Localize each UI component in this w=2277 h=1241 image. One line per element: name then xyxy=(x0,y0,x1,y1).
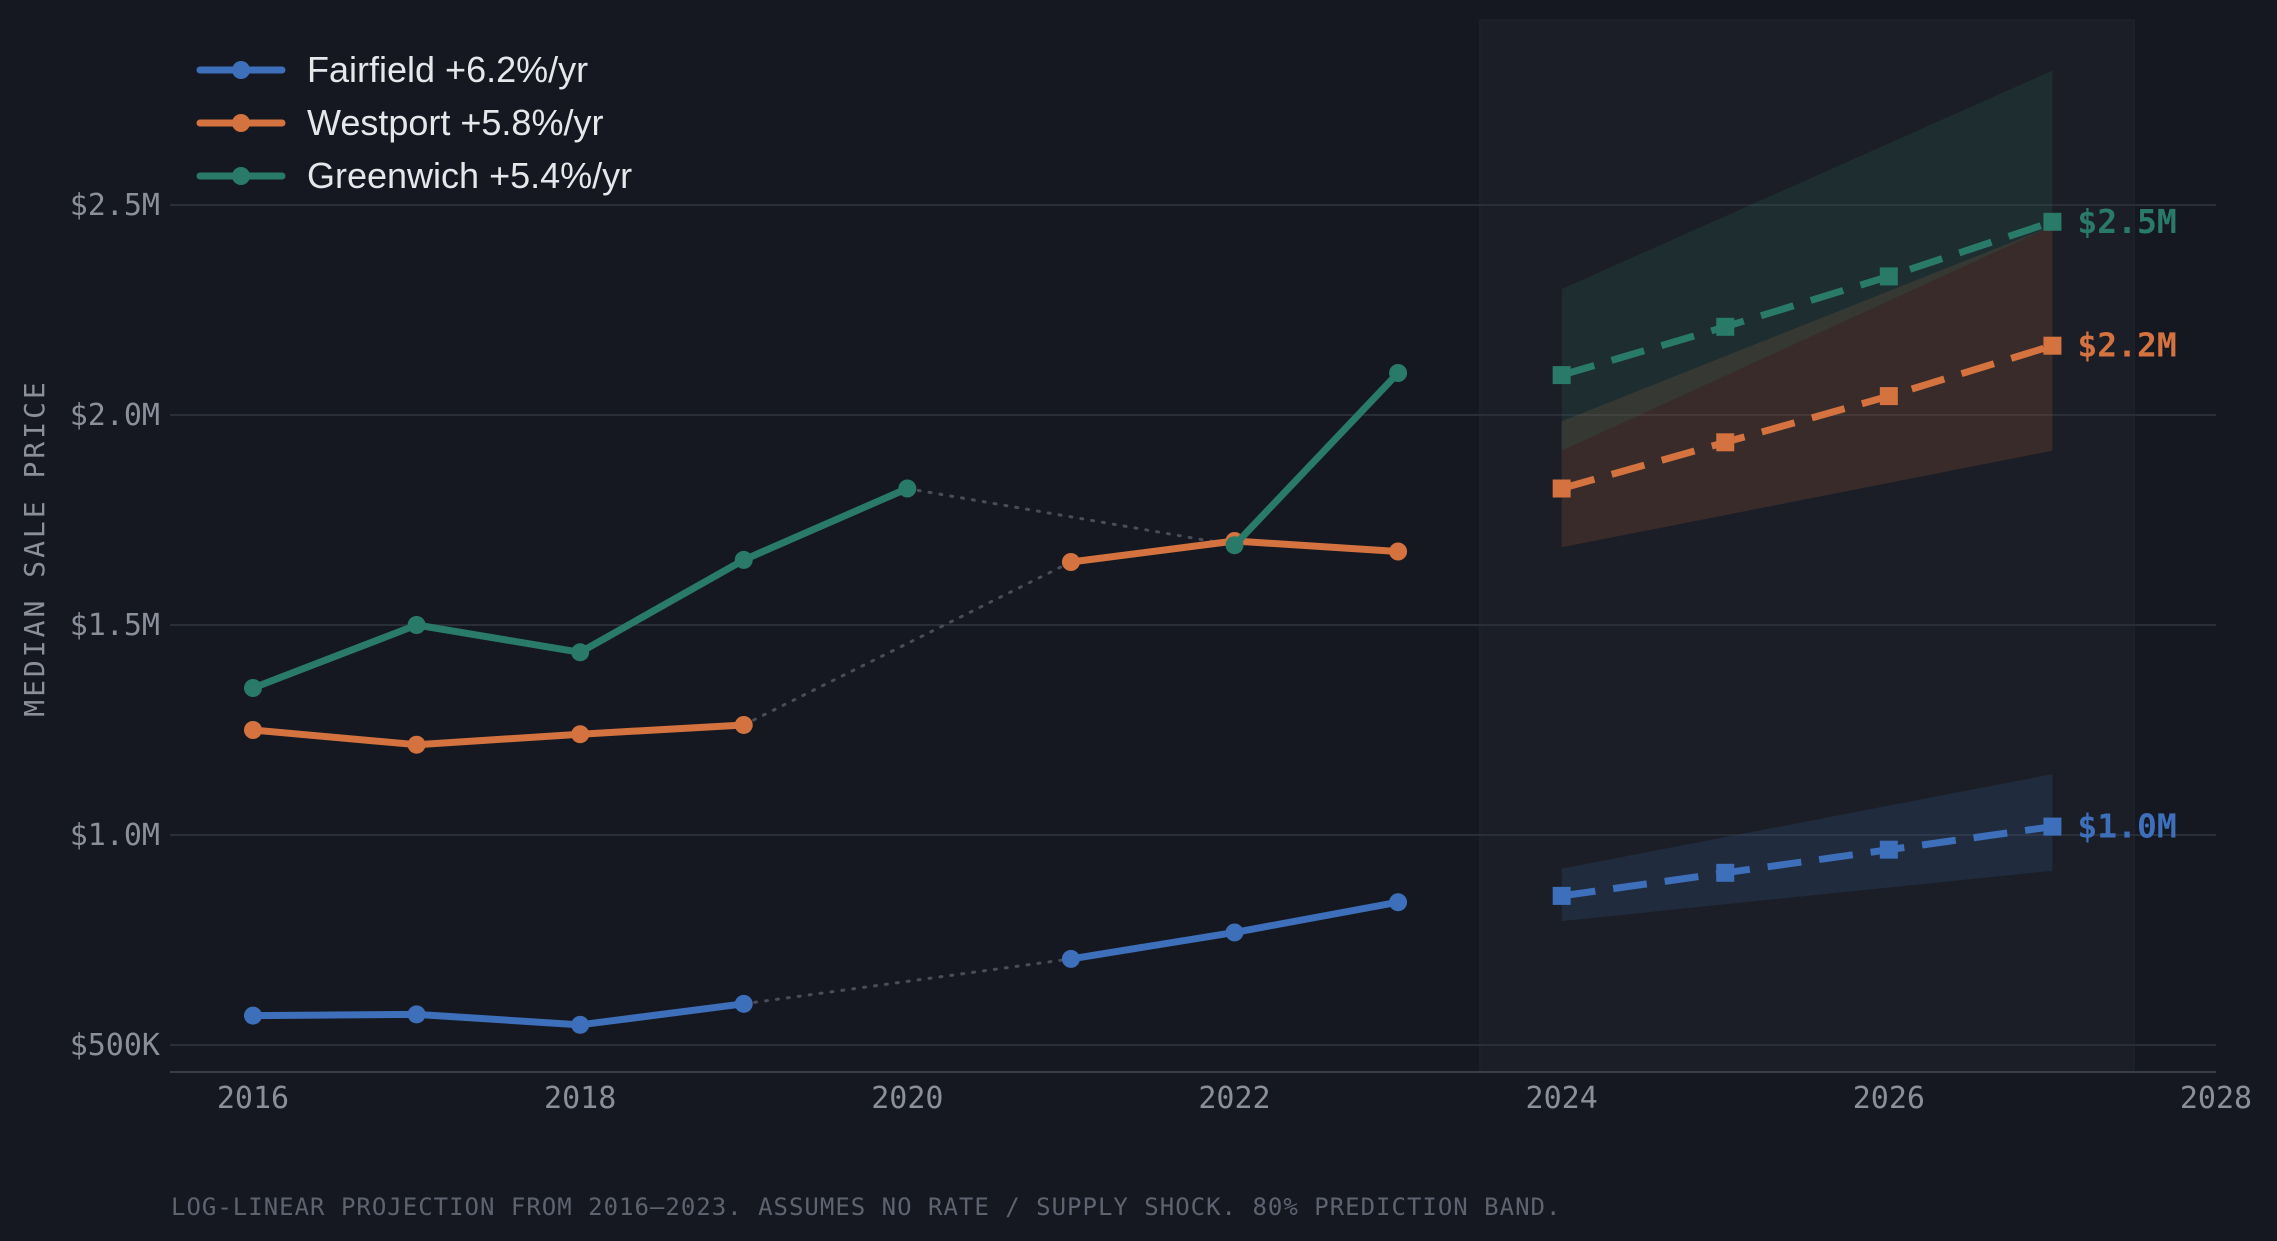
forecast-shade xyxy=(1479,19,2135,1073)
x-tick-label: 2026 xyxy=(1853,1081,1925,1116)
greenwich-historical-line xyxy=(1231,369,1402,549)
prediction-bands xyxy=(1561,70,2053,922)
x-tick-label: 2020 xyxy=(871,1081,943,1116)
westport-data-point xyxy=(1389,542,1408,561)
fairfield-forecast-point xyxy=(1716,863,1735,882)
fairfield-forecast-point xyxy=(1879,840,1898,859)
legend-item-fairfield: Fairfield +6.2%/yr xyxy=(196,49,588,90)
westport-data-point xyxy=(407,735,426,754)
greenwich-data-point xyxy=(244,679,262,697)
y-tick-label: $1.5M xyxy=(70,608,160,643)
fairfield-data-point xyxy=(571,1015,590,1034)
legend-item-westport: Westport +5.8%/yr xyxy=(196,102,603,143)
greenwich-data-point xyxy=(1389,364,1408,382)
greenwich-gap-connector xyxy=(905,487,1236,547)
fairfield-data-point xyxy=(244,1006,262,1025)
legend-label: Fairfield +6.2%/yr xyxy=(307,49,588,90)
legend-swatch-dot xyxy=(232,61,250,79)
westport-data-point xyxy=(734,715,753,734)
gridlines xyxy=(170,204,2216,1046)
legend: Fairfield +6.2%/yr Westport +5.8%/yr Green… xyxy=(196,49,632,196)
fairfield-gap-connector xyxy=(742,957,1073,1006)
westport-forecast-line xyxy=(1560,342,2054,492)
westport-forecast-point xyxy=(1879,387,1898,406)
greenwich-forecast-point xyxy=(1716,317,1735,336)
fairfield-data-point xyxy=(1225,923,1244,942)
y-tick-label: $2.5M xyxy=(70,188,160,223)
legend-label: Greenwich +5.4%/yr xyxy=(307,155,632,196)
greenwich-data-point xyxy=(734,550,753,569)
westport-forecast-point xyxy=(1716,433,1735,452)
westport-data-point xyxy=(244,721,262,739)
legend-label: Westport +5.8%/yr xyxy=(307,102,603,143)
legend-item-greenwich: Greenwich +5.4%/yr xyxy=(196,155,632,196)
legend-swatch-dot xyxy=(232,167,250,185)
westport-data-point xyxy=(571,725,590,744)
footnote: LOG-LINEAR PROJECTION FROM 2016–2023. AS… xyxy=(171,1193,1561,1221)
westport-forecast-point xyxy=(2043,336,2062,355)
westport-prediction-band xyxy=(1561,226,2053,548)
x-tick-label: 2028 xyxy=(2180,1081,2252,1116)
greenwich-forecast-point xyxy=(1879,267,1898,286)
x-tick-label: 2016 xyxy=(217,1081,289,1116)
westport-forecast-point xyxy=(1552,479,1571,498)
legend-swatch-dot xyxy=(232,114,250,132)
westport-data-point xyxy=(1061,553,1080,571)
greenwich-prediction-band xyxy=(1561,70,2053,451)
series-lines xyxy=(244,212,2062,1034)
x-tick-label: 2018 xyxy=(544,1081,616,1116)
greenwich-forecast-point xyxy=(2043,212,2062,231)
gap-connectors xyxy=(742,487,1236,1006)
x-tick-label: 2022 xyxy=(1198,1081,1270,1116)
westport-end-label: $2.2M xyxy=(2077,326,2176,365)
fairfield-historical-line xyxy=(249,1000,748,1029)
y-tick-label: $2.0M xyxy=(70,398,160,433)
fairfield-forecast-point xyxy=(2043,817,2062,836)
end-labels: $1.0M $2.2M $2.5M xyxy=(2077,202,2176,846)
greenwich-forecast-point xyxy=(1552,366,1571,385)
fairfield-data-point xyxy=(734,994,753,1013)
fairfield-prediction-band xyxy=(1561,774,2053,922)
fairfield-data-point xyxy=(1389,893,1408,912)
fairfield-end-label: $1.0M xyxy=(2077,807,2176,846)
forecast-region xyxy=(1479,19,2135,1073)
greenwich-data-point xyxy=(898,479,917,498)
fairfield-forecast-point xyxy=(1552,886,1571,905)
greenwich-data-point xyxy=(407,616,426,634)
axes: $500K $1.0M $1.5M $2.0M $2.5M 2016 2018 2020 202… xyxy=(70,188,2252,1116)
fairfield-data-point xyxy=(1061,949,1080,968)
greenwich-end-label: $2.5M xyxy=(2077,202,2176,241)
fairfield-data-point xyxy=(407,1005,426,1024)
greenwich-data-point xyxy=(571,643,590,662)
greenwich-data-point xyxy=(1225,536,1244,555)
y-tick-label: $1.0M xyxy=(70,818,160,853)
x-tick-label: 2024 xyxy=(1526,1081,1598,1116)
greenwich-forecast-line xyxy=(1560,218,2054,379)
y-axis-label: MEDIAN SALE PRICE xyxy=(18,379,51,717)
y-tick-label: $500K xyxy=(70,1028,160,1063)
fairfield-forecast-line xyxy=(1561,823,2053,900)
westport-historical-line xyxy=(249,721,748,749)
